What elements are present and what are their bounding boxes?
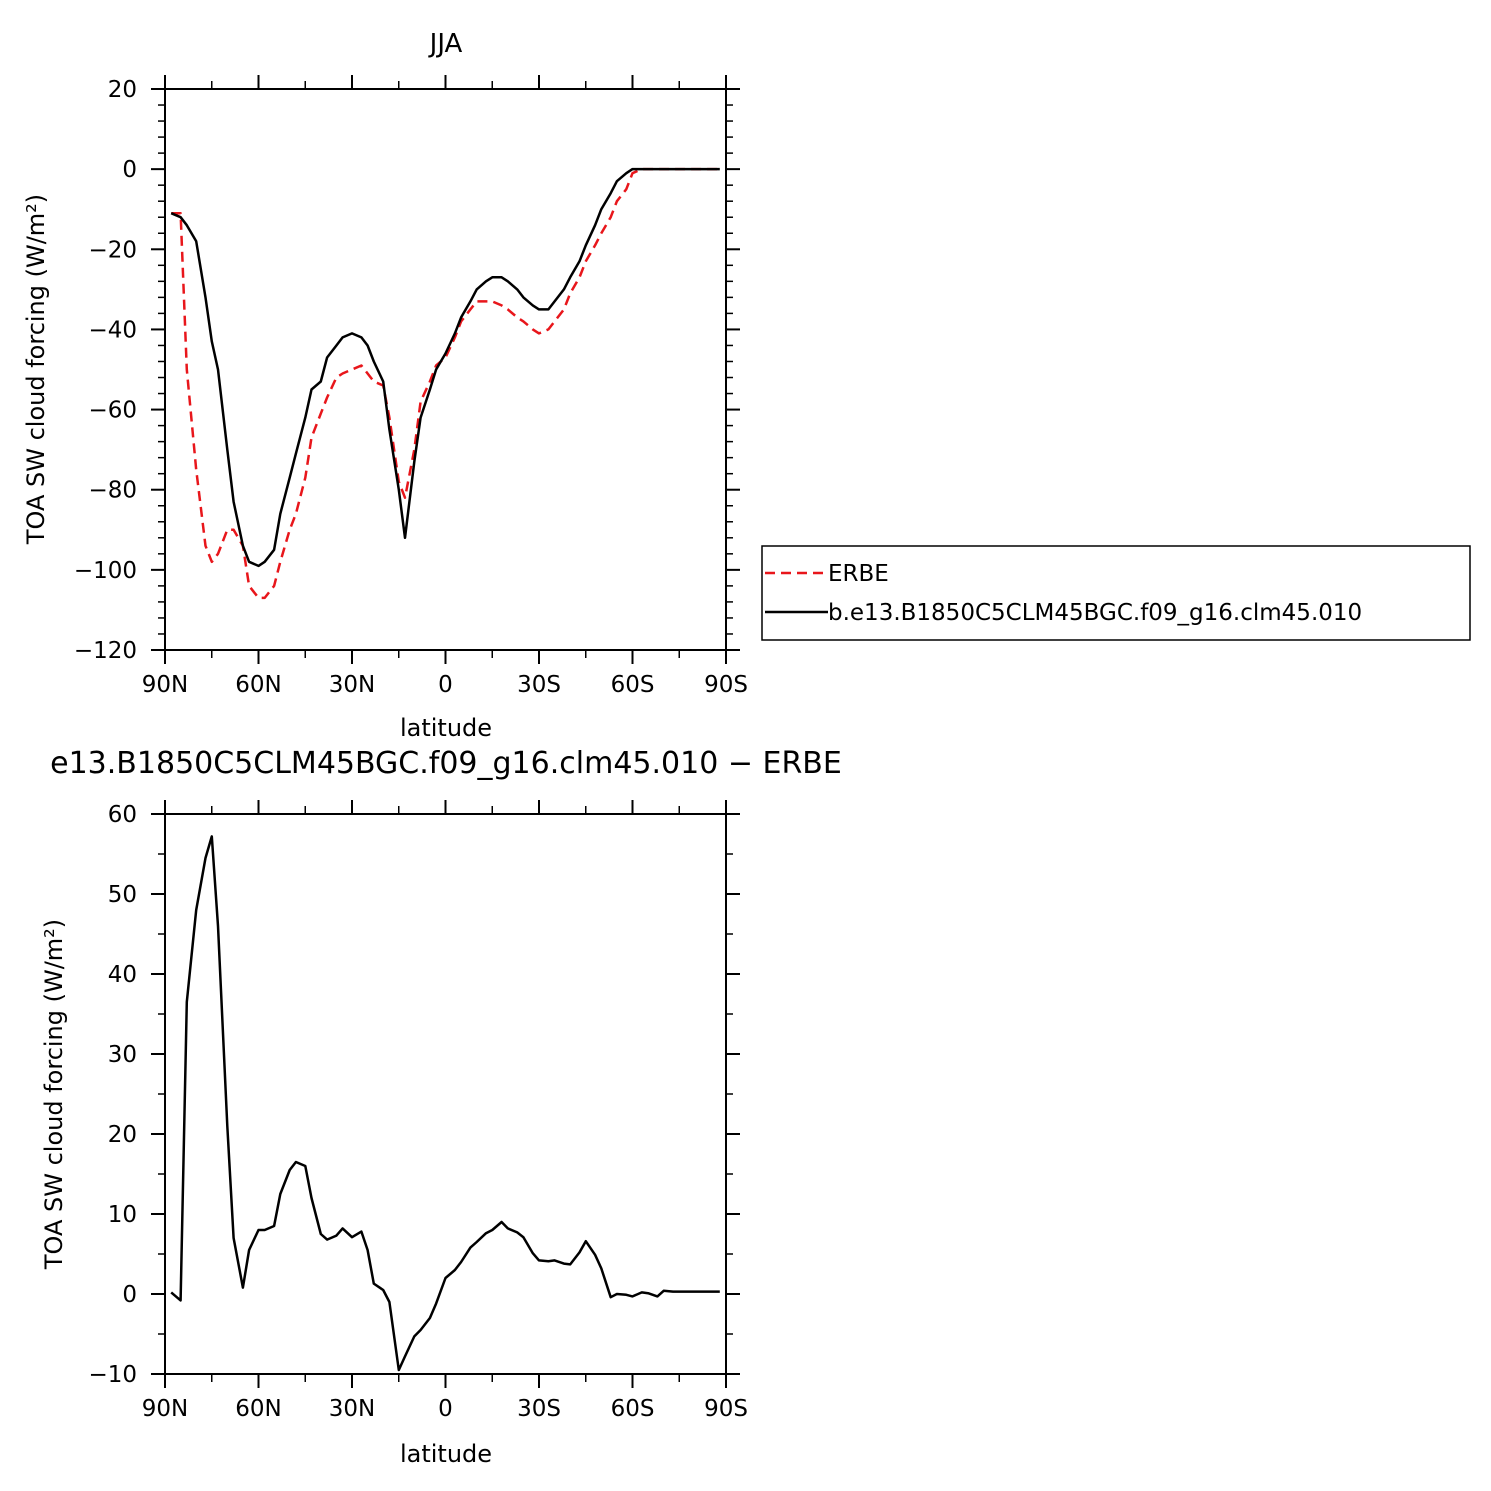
bottom-y-tick-label: 40 [108, 962, 137, 988]
top-x-tick-label: 90S [704, 672, 748, 698]
bottom-y-tick-label: 20 [108, 1122, 137, 1148]
top-y-axis-label: TOA SW cloud forcing (W/m²) [22, 194, 50, 545]
bottom-series-line-0 [170, 835, 720, 1372]
bottom-x-axis-label: latitude [400, 1440, 492, 1468]
bottom-y-tick-label: 10 [108, 1202, 137, 1228]
top-y-tick-label: −100 [74, 558, 137, 584]
bottom-y-tick-label: 60 [108, 802, 137, 828]
bottom-plot-frame [164, 813, 727, 1375]
top-y-tick-label: 0 [122, 157, 137, 183]
bottom-y-tick-label: 30 [108, 1042, 137, 1068]
top-x-axis-label: latitude [400, 714, 492, 742]
top-series-line-1 [170, 167, 720, 568]
legend-label-model: b.e13.B1850C5CLM45BGC.f09_g16.clm45.010 [828, 600, 1362, 626]
top-y-tick-label: −80 [88, 478, 137, 504]
top-y-tick-label: 20 [108, 77, 137, 103]
bottom-x-tick-label: 60N [235, 1396, 281, 1422]
bottom-y-tick-label: 0 [122, 1282, 137, 1308]
bottom-panel: e13.B1850C5CLM45BGC.f09_g16.clm45.010 − … [40, 746, 842, 1468]
legend: ERBE b.e13.B1850C5CLM45BGC.f09_g16.clm45… [761, 545, 1471, 641]
top-plot-frame [164, 88, 727, 651]
bottom-y-tick-label: −10 [88, 1362, 137, 1388]
top-x-tick-label: 30N [329, 672, 375, 698]
top-chart-title: JJA [428, 29, 463, 59]
bottom-chart-title: e13.B1850C5CLM45BGC.f09_g16.clm45.010 − … [50, 746, 842, 781]
top-x-tick-label: 90N [142, 672, 188, 698]
top-y-tick-label: −60 [88, 398, 137, 424]
bottom-x-tick-label: 0 [438, 1396, 453, 1422]
top-x-tick-label: 0 [438, 672, 453, 698]
bottom-y-tick-label: 50 [108, 882, 137, 908]
bottom-x-tick-label: 60S [611, 1396, 655, 1422]
bottom-x-tick-label: 30N [329, 1396, 375, 1422]
top-x-tick-label: 60N [235, 672, 281, 698]
bottom-y-axis-label: TOA SW cloud forcing (W/m²) [40, 919, 68, 1270]
top-y-tick-label: −120 [74, 638, 137, 664]
top-y-tick-label: −20 [88, 237, 137, 263]
legend-label-erbe: ERBE [828, 561, 889, 587]
top-series-line-0 [171, 167, 720, 600]
legend-box [761, 545, 1471, 641]
top-x-tick-label: 60S [611, 672, 655, 698]
bottom-x-tick-label: 90N [142, 1396, 188, 1422]
top-x-tick-label: 30S [517, 672, 561, 698]
bottom-x-tick-label: 30S [517, 1396, 561, 1422]
bottom-x-tick-label: 90S [704, 1396, 748, 1422]
top-panel: JJA 90N 60N 30N 0 30S 60S 90S 20 0 −20 −40 −60 −80 −1… [22, 29, 1471, 742]
top-y-tick-label: −40 [88, 317, 137, 343]
